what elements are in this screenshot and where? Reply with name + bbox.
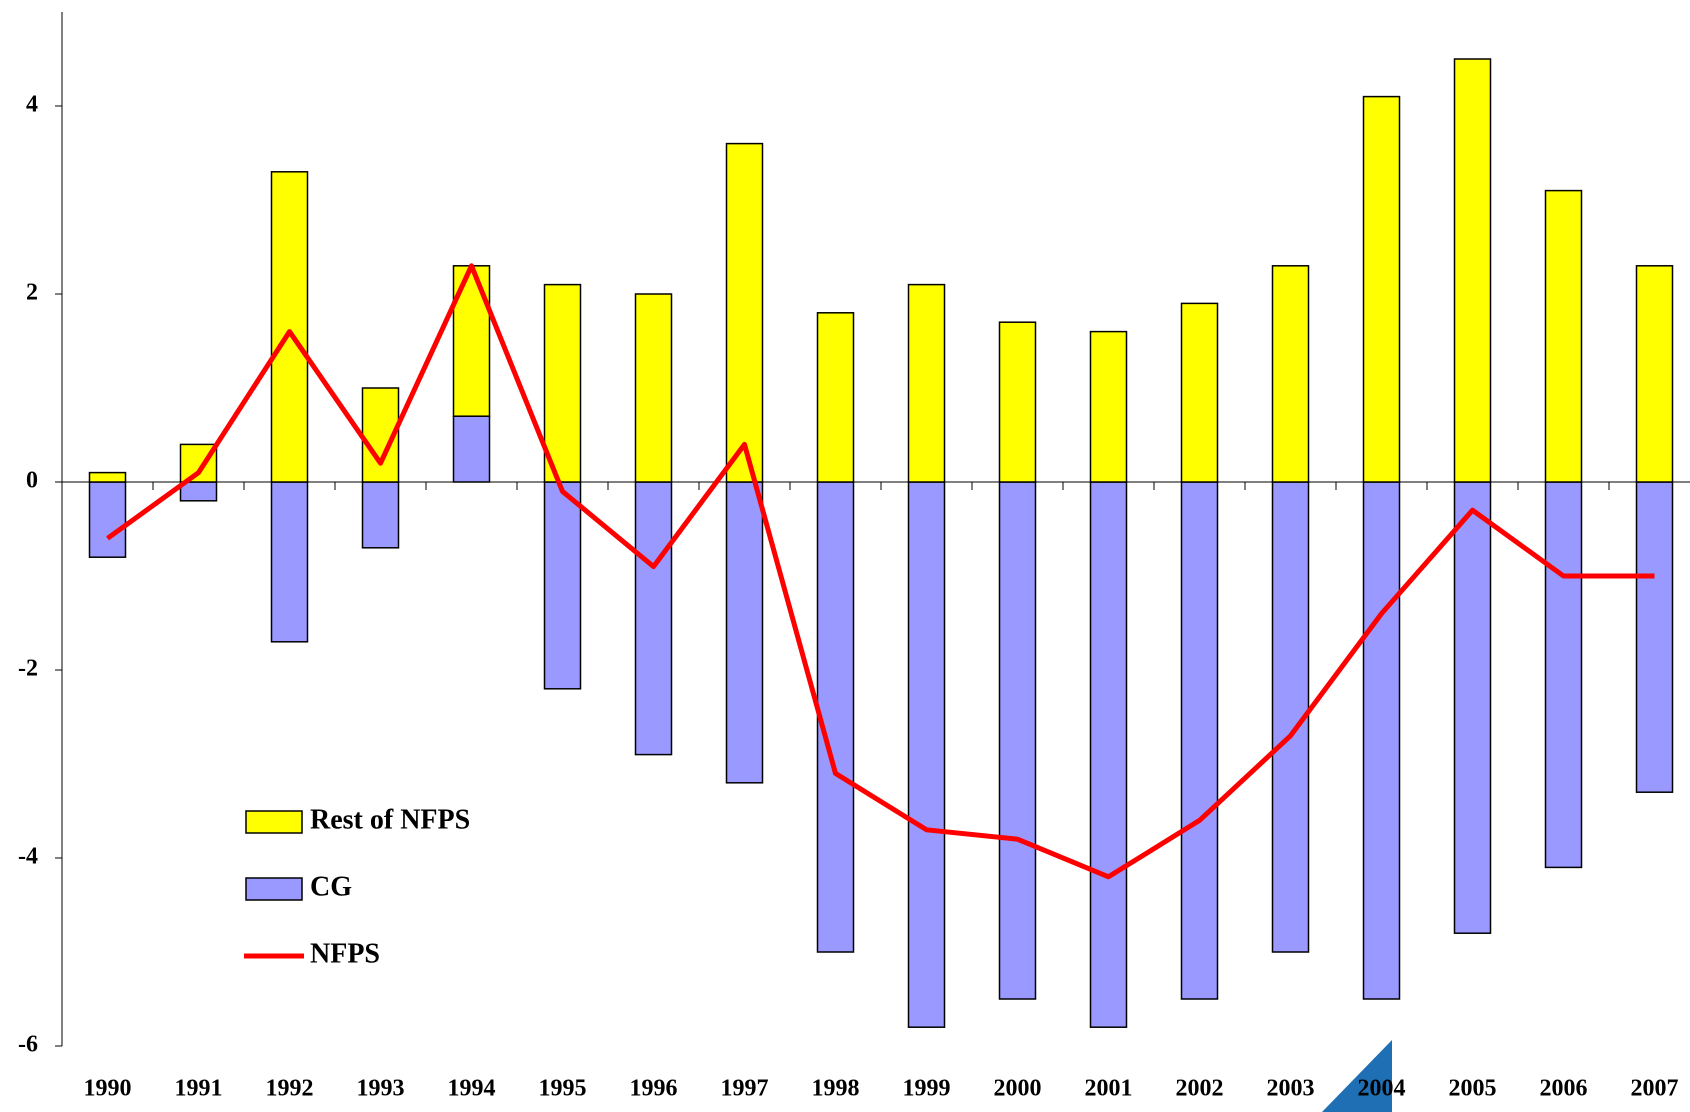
bar <box>1089 330 1128 483</box>
bar <box>1635 481 1674 793</box>
bar <box>270 481 309 643</box>
x-tick-label: 1997 <box>721 1076 769 1102</box>
legend-swatch <box>245 877 303 901</box>
x-tick-label: 1995 <box>539 1076 587 1102</box>
bar <box>816 312 855 483</box>
bar <box>88 481 127 558</box>
x-tick-label: 1994 <box>448 1076 496 1102</box>
bar <box>634 293 673 483</box>
x-tick-label: 1999 <box>903 1076 951 1102</box>
x-tick-label: 1991 <box>175 1076 223 1102</box>
x-tick-label: 2006 <box>1540 1076 1588 1102</box>
bar <box>452 415 491 483</box>
bar <box>1271 265 1310 483</box>
bar <box>1089 481 1128 1028</box>
y-tick-label: 2 <box>26 280 38 306</box>
line <box>106 263 1655 880</box>
x-tick-label: 2001 <box>1085 1076 1133 1102</box>
y-tick-label: -2 <box>18 656 38 682</box>
bar <box>1180 481 1219 1000</box>
bar <box>1544 481 1583 869</box>
decoration <box>1322 1040 1392 1112</box>
x-tick-label: 1993 <box>357 1076 405 1102</box>
legend-swatch <box>245 810 303 834</box>
y-tick-label: -4 <box>18 844 38 870</box>
y-tick-label: 4 <box>26 92 38 118</box>
bar <box>270 171 309 483</box>
x-tick-label: 2004 <box>1358 1076 1406 1102</box>
bar <box>816 481 855 953</box>
bar <box>907 283 946 483</box>
x-tick-label: 1998 <box>812 1076 860 1102</box>
x-tick-label: 1990 <box>84 1076 132 1102</box>
legend-label: CG <box>310 871 352 902</box>
bar <box>1180 302 1219 483</box>
legend-label: NFPS <box>310 938 380 969</box>
bar <box>634 481 673 756</box>
x-tick-label: 2007 <box>1631 1076 1679 1102</box>
x-tick-label: 2005 <box>1449 1076 1497 1102</box>
bar <box>725 142 764 483</box>
bar <box>1362 95 1401 483</box>
y-tick-label: -6 <box>18 1032 38 1058</box>
bar <box>725 481 764 784</box>
bar <box>361 481 400 549</box>
bar <box>998 321 1037 483</box>
bar <box>1453 481 1492 934</box>
bar <box>1453 58 1492 483</box>
bar <box>88 471 127 483</box>
legend-label: Rest of NFPS <box>310 804 470 835</box>
x-tick-label: 2000 <box>994 1076 1042 1102</box>
bar <box>543 283 582 483</box>
bar <box>543 481 582 690</box>
x-tick-label: 1992 <box>266 1076 314 1102</box>
bar <box>998 481 1037 1000</box>
bar <box>179 481 218 502</box>
x-tick-label: 2003 <box>1267 1076 1315 1102</box>
bar <box>1635 265 1674 483</box>
y-tick-label: 0 <box>26 468 38 494</box>
x-tick-label: 1996 <box>630 1076 678 1102</box>
bar <box>907 481 946 1028</box>
bar <box>1362 481 1401 1000</box>
x-tick-label: 2002 <box>1176 1076 1224 1102</box>
bar <box>1544 189 1583 483</box>
